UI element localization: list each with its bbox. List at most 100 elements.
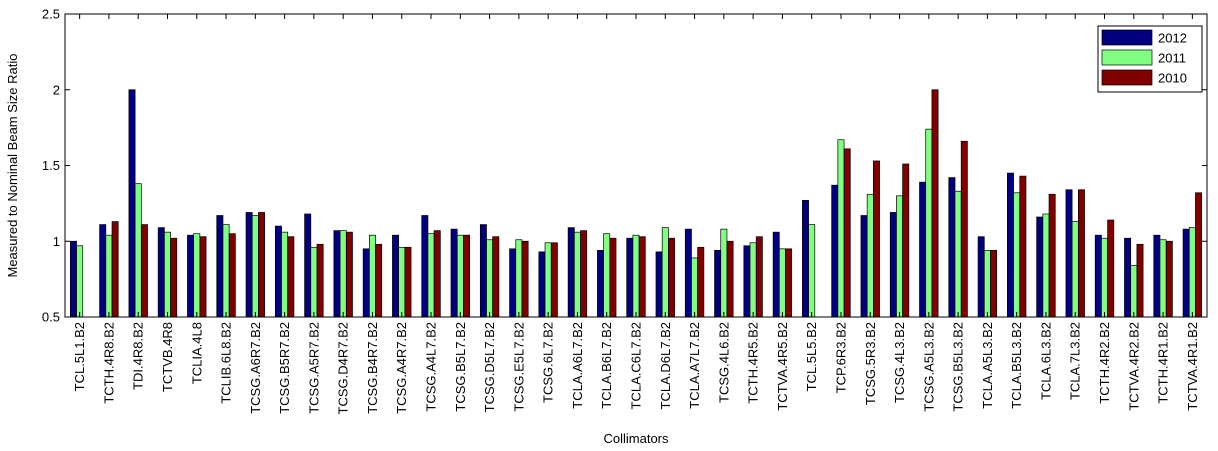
legend-label-2011: 2011 — [1158, 51, 1186, 66]
x-tick-label: TCLA.D6L7.B2 — [658, 322, 673, 409]
bar-2010-TCLA.6L3.B2 — [1048, 193, 1056, 318]
bar-2010-TCSG.E5L7.B2 — [521, 240, 529, 318]
x-tick-label: TCLA.6L3.B2 — [1038, 322, 1053, 400]
bar-2012-TCLA.6L3.B2 — [1036, 216, 1044, 318]
bar-2010-TCTVA.4R5.B2 — [785, 248, 793, 318]
bar-2010-TCLA.D6L7.B2 — [668, 237, 675, 318]
bar-2010-TCSG.4L3.B2 — [902, 163, 910, 318]
legend-swatch-2012 — [1101, 29, 1153, 46]
bar-2011-TCLA.A5L3.B2 — [983, 249, 991, 318]
bar-2011-TCSG.A4R7.B2 — [398, 246, 406, 318]
bar-2010-TCSG.A5L3.B2 — [931, 89, 939, 318]
bar-2012-TCLA.7L3.B2 — [1065, 189, 1073, 318]
bar-2012-TCSG.B5L7.B2 — [450, 228, 458, 318]
bar-2012-TCLA.A5L3.B2 — [977, 236, 985, 318]
bar-2010-TCTVB.4R8 — [170, 237, 178, 318]
bar-2012-TCLA.B5L3.B2 — [1007, 172, 1014, 318]
bar-2012-TCSG.5R3.B2 — [860, 215, 868, 318]
bar-2011-TCLA.A7L7.B2 — [691, 257, 699, 318]
y-tick-label: 0.5 — [42, 310, 60, 325]
bar-2011-TCSG.A4L7.B2 — [427, 233, 435, 318]
bar-2010-TCSG.A4L7.B2 — [433, 230, 441, 318]
bar-2012-TCTH.4R5.B2 — [743, 245, 751, 318]
bar-2012-TCP.6R3.B2 — [831, 184, 839, 318]
bar-2011-TCLA.B6L7.B2 — [603, 233, 611, 318]
bar-2012-TCL.5L5.B2 — [802, 199, 809, 318]
bar-2011-TCSG.A5R7.B2 — [310, 246, 318, 318]
bar-2012-TCLIA.4L8 — [187, 234, 195, 318]
x-tick-label: TCTVA.4R2.B2 — [1126, 322, 1141, 411]
x-tick-label: TCSG.A6R7.B2 — [248, 322, 263, 414]
x-tick-label: TCLA.A5L3.B2 — [980, 322, 995, 409]
x-tick-label: TCSG.A5L3.B2 — [921, 322, 936, 412]
bar-2012-TCLA.D6L7.B2 — [655, 251, 663, 318]
x-tick-label: TCSG.4L3.B2 — [892, 322, 907, 403]
x-tick-label: TCSG.4L6.B2 — [716, 322, 731, 403]
bar-2011-TCP.6R3.B2 — [837, 139, 845, 318]
x-tick-label: TCTVB.4R8 — [160, 322, 175, 392]
bar-2012-TCL.5L1.B2 — [69, 240, 77, 318]
bar-2010-TCLA.A6L7.B2 — [580, 230, 588, 318]
bar-2011-TCLA.6L3.B2 — [1042, 213, 1050, 318]
bar-2011-TCSG.4L3.B2 — [896, 195, 903, 318]
bar-2012-TCSG.4L6.B2 — [714, 249, 722, 318]
x-tick-label: TCLA.C6L7.B2 — [629, 322, 644, 409]
bar-2010-TCLA.C6L7.B2 — [638, 236, 646, 318]
bar-2011-TCLA.C6L7.B2 — [632, 234, 640, 318]
x-tick-label: TCSG.A4L7.B2 — [424, 322, 439, 412]
bar-2011-TCTH.4R8.B2 — [105, 234, 113, 318]
legend-swatch-2010 — [1101, 69, 1153, 86]
bar-2011-TCTVA.4R5.B2 — [778, 248, 786, 318]
bar-2011-TCSG.D5L7.B2 — [486, 239, 494, 318]
x-tick-label: TCSG.B4R7.B2 — [365, 322, 380, 414]
x-tick-label: TCLA.A7L7.B2 — [687, 322, 702, 409]
bar-2012-TCSG.D5L7.B2 — [479, 224, 487, 318]
bar-2010-TCLA.7L3.B2 — [1077, 189, 1085, 318]
y-tick-label: 1 — [53, 234, 60, 249]
x-tick-label: TCTH.4R5.B2 — [746, 322, 761, 404]
bar-2012-TCSG.A4R7.B2 — [392, 234, 399, 318]
bar-2010-TDI.4R8.B2 — [140, 224, 148, 318]
x-tick-label: TCLA.7L3.B2 — [1068, 322, 1083, 400]
bar-2010-TCSG.A6R7.B2 — [258, 212, 265, 318]
bar-2011-TCLA.D6L7.B2 — [661, 227, 669, 318]
bar-2011-TCSG.B5R7.B2 — [281, 231, 289, 318]
bar-2010-TCTVA.4R1.B2 — [1195, 192, 1203, 318]
x-tick-label: TCLIB.6L8.B2 — [219, 322, 234, 404]
bar-2010-TCSG.D4R7.B2 — [345, 231, 353, 318]
bar-2012-TCTVA.4R2.B2 — [1124, 237, 1132, 318]
bar-2012-TDI.4R8.B2 — [128, 89, 136, 318]
bar-2012-TCTH.4R8.B2 — [99, 224, 107, 318]
x-tick-label: TCLA.A6L7.B2 — [570, 322, 585, 409]
bar-2011-TCSG.B4R7.B2 — [369, 234, 376, 318]
bar-2011-TCSG.5R3.B2 — [866, 193, 874, 318]
bar-2012-TCSG.A6R7.B2 — [245, 212, 253, 318]
bar-2010-TCSG.D5L7.B2 — [492, 236, 500, 318]
bar-2010-TCSG.B5L3.B2 — [960, 140, 968, 318]
bar-2011-TCLIB.6L8.B2 — [222, 224, 230, 318]
legend-label-2012: 2012 — [1158, 31, 1187, 46]
bar-2011-TCLIA.4L8 — [193, 233, 201, 318]
bar-2011-TCLA.A6L7.B2 — [573, 231, 581, 318]
bar-group — [69, 89, 1203, 318]
bar-2010-TCLA.B5L3.B2 — [1019, 175, 1027, 318]
bar-2012-TCSG.B4R7.B2 — [362, 248, 370, 318]
x-tick-label: TCL.5L1.B2 — [72, 322, 87, 391]
bar-2011-TCSG.A6R7.B2 — [251, 215, 259, 318]
bar-2010-TCTH.4R8.B2 — [111, 221, 119, 318]
x-tick-label: TCSG.B5L3.B2 — [951, 322, 966, 412]
bar-2010-TCTH.4R5.B2 — [755, 236, 763, 318]
bar-2012-TCSG.6L7.B2 — [538, 251, 546, 318]
bar-2012-TCTVA.4R1.B2 — [1182, 228, 1190, 318]
y-axis: 0.5 1 1.5 2 2.5 — [42, 7, 1207, 325]
bar-2012-TCSG.A4L7.B2 — [421, 215, 429, 318]
x-tick-label: TCLA.B5L3.B2 — [1009, 322, 1024, 409]
y-tick-label: 2 — [53, 82, 60, 97]
bar-2012-TCLA.A7L7.B2 — [684, 228, 692, 318]
bar-2011-TCSG.B5L3.B2 — [954, 190, 962, 318]
bar-2012-TCSG.B5R7.B2 — [274, 225, 282, 318]
bar-2012-TCSG.A5L3.B2 — [919, 181, 927, 318]
bar-2012-TCLA.A6L7.B2 — [567, 227, 575, 318]
bar-2010-TCSG.5R3.B2 — [873, 160, 880, 318]
legend-label-2010: 2010 — [1158, 71, 1187, 86]
